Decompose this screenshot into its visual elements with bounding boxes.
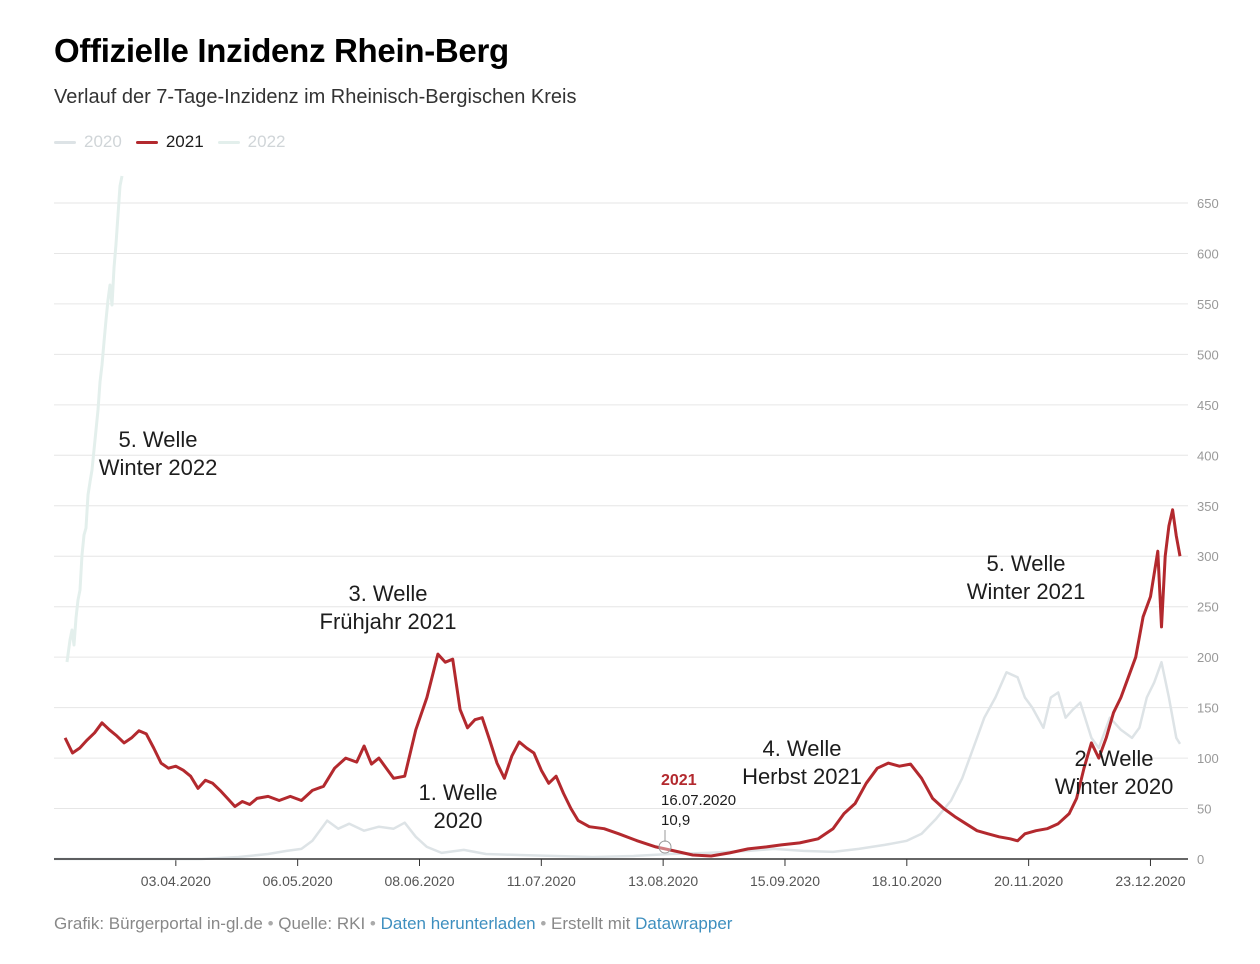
annotation-welle5-2022-line1: 5. Welle: [118, 427, 197, 452]
datawrapper-link[interactable]: Datawrapper: [635, 914, 733, 933]
tooltip-value: 10,9: [661, 812, 690, 829]
y-tick-label: 350: [1197, 499, 1219, 514]
tooltip-year: 2021: [661, 772, 697, 789]
x-tick-label: 13.08.2020: [628, 873, 698, 889]
x-tick-label: 20.11.2020: [994, 873, 1063, 889]
chart-footer: Grafik: Bürgerportal in-gl.de • Quelle: …: [54, 914, 732, 934]
y-tick-label: 550: [1197, 297, 1219, 312]
footer-created-with: Erstellt mit: [551, 914, 631, 933]
line-chart: 050100150200250300350400450500550600650 …: [54, 175, 1219, 889]
legend-label-2020: 2020: [84, 132, 122, 151]
annotation-welle2-2020-line1: 2. Welle: [1074, 746, 1153, 771]
hover-tooltip: 2021 16.07.2020 10,9: [658, 772, 736, 854]
y-tick-label: 200: [1197, 650, 1219, 665]
legend: 2020 2021 2022: [54, 132, 285, 152]
x-axis-ticks: 03.04.2020 06.05.2020 08.06.2020 11.07.2020…: [141, 859, 1186, 889]
series-2020-line: [54, 660, 1182, 861]
series-2021-line: [63, 508, 1182, 858]
series-2022-line: [65, 175, 124, 663]
footer-graphic-credit: Grafik: Bürgerportal in-gl.de: [54, 914, 263, 933]
legend-item-2022[interactable]: 2022: [217, 132, 286, 152]
y-tick-label: 250: [1197, 600, 1219, 615]
legend-swatch-2020: [54, 140, 76, 144]
x-tick-label: 06.05.2020: [263, 873, 333, 889]
y-axis-ticks: 0 50 100 150 200 250 300 350 400 450 500 550 600 650: [1197, 196, 1219, 867]
legend-label-2021: 2021: [165, 132, 204, 151]
annotations: 5. Welle Winter 2022 3. Welle Frühjahr 2…: [99, 427, 1174, 833]
y-tick-label: 600: [1197, 246, 1219, 261]
annotation-welle5-2021-line2: Winter 2021: [967, 579, 1086, 604]
y-tick-label: 650: [1197, 196, 1219, 211]
y-tick-label: 450: [1197, 398, 1219, 413]
legend-swatch-2021: [135, 140, 158, 144]
annotation-welle1-2020-line2: 2020: [434, 808, 483, 833]
tooltip-marker: [658, 840, 672, 854]
x-tick-label: 03.04.2020: [141, 873, 211, 889]
y-tick-label: 150: [1197, 701, 1219, 716]
legend-label-2022: 2022: [247, 132, 286, 151]
y-tick-label: 50: [1197, 802, 1211, 817]
x-tick-label: 18.10.2020: [872, 873, 942, 889]
annotation-welle3-2021-line1: 3. Welle: [348, 581, 427, 606]
annotation-welle1-2020-line1: 1. Welle: [418, 780, 497, 805]
y-tick-label: 400: [1197, 448, 1219, 463]
legend-swatch-2022: [217, 140, 240, 144]
annotation-welle3-2021-line2: Frühjahr 2021: [320, 609, 457, 634]
y-tick-label: 0: [1197, 852, 1204, 867]
y-tick-label: 500: [1197, 347, 1219, 362]
footer-separator: •: [369, 914, 376, 933]
footer-separator: •: [267, 914, 274, 933]
tooltip-date: 16.07.2020: [661, 792, 736, 809]
grid-lines: [54, 202, 1188, 810]
x-tick-label: 11.07.2020: [507, 873, 576, 889]
annotation-welle5-2021-line1: 5. Welle: [986, 551, 1065, 576]
chart-subtitle: Verlauf der 7-Tage-Inzidenz im Rheinisch…: [54, 86, 577, 108]
footer-source: Quelle: RKI: [278, 914, 366, 933]
annotation-welle5-2022-line2: Winter 2022: [99, 455, 218, 480]
series-layer: [54, 175, 1182, 861]
annotation-welle4-2021-line2: Herbst 2021: [742, 764, 862, 789]
y-tick-label: 300: [1197, 549, 1219, 564]
chart-title: Offizielle Inzidenz Rhein-Berg: [54, 32, 509, 69]
download-data-link[interactable]: Daten herunterladen: [380, 914, 536, 933]
footer-separator: •: [540, 914, 547, 933]
legend-item-2021[interactable]: 2021: [135, 132, 204, 152]
x-tick-label: 08.06.2020: [384, 873, 454, 889]
annotation-welle2-2020-line2: Winter 2020: [1055, 774, 1174, 799]
y-tick-label: 100: [1197, 751, 1219, 766]
x-tick-label: 23.12.2020: [1115, 873, 1185, 889]
legend-item-2020[interactable]: 2020: [54, 132, 122, 152]
x-tick-label: 15.09.2020: [750, 873, 820, 889]
annotation-welle4-2021-line1: 4. Welle: [762, 736, 841, 761]
